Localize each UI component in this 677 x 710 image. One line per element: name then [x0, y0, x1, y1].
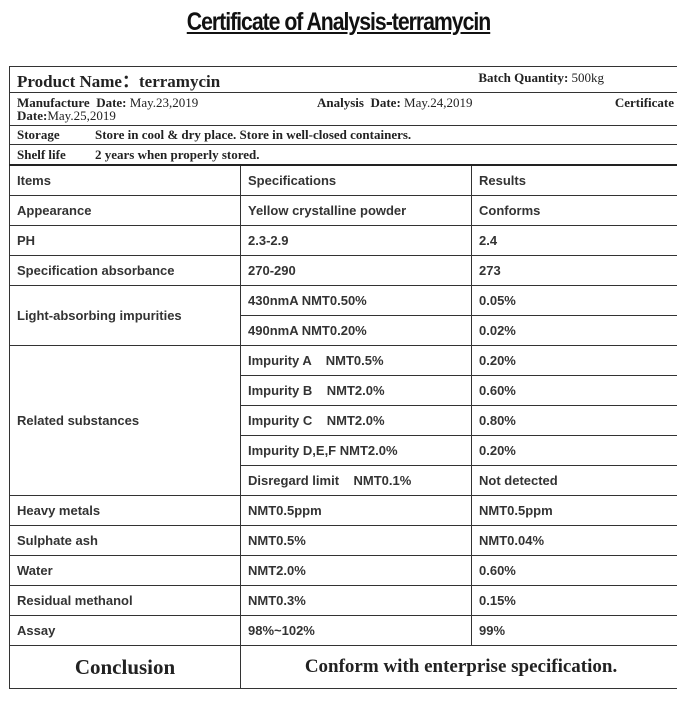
table-row: Appearance Yellow crystalline powder Con…	[9, 195, 677, 226]
result-cell: NMT0.5ppm	[470, 495, 677, 526]
dates-row: Manufacture Date: May.23,2019 Analysis D…	[8, 92, 677, 126]
shelflife-row: Shelf life 2 years when properly stored.	[8, 144, 677, 166]
item-cell: Specification absorbance	[9, 255, 241, 286]
table-row: Water NMT2.0% 0.60%	[9, 555, 677, 586]
table-row: Light-absorbing impurities 430nmA NMT0.5…	[9, 285, 677, 346]
column-header-results: Results	[470, 164, 677, 196]
result-cell: 0.05%	[470, 285, 677, 316]
analysis-label: Analysis Date:	[317, 95, 401, 110]
result-cell: Conforms	[470, 195, 677, 226]
result-cell: 0.20%	[470, 345, 677, 376]
item-cell: Water	[9, 555, 241, 586]
manufacture-value: May.23,2019	[129, 95, 199, 110]
table-row: Sulphate ash NMT0.5% NMT0.04%	[9, 525, 677, 556]
spec-cell: NMT0.3%	[240, 585, 472, 616]
item-cell: Related substances	[9, 345, 241, 496]
product-label: Product Name：	[17, 72, 139, 91]
item-cell: Residual methanol	[9, 585, 241, 616]
column-header-row: Items Specifications Results	[9, 164, 677, 196]
conclusion-value: Conform with enterprise specification.	[239, 645, 677, 689]
certificate-label: Certificate	[614, 95, 675, 110]
result-cell: 0.15%	[470, 585, 677, 616]
spec-cell: NMT0.5%	[240, 525, 472, 556]
result-cell: 99%	[470, 615, 677, 646]
table-row: Impurity C NMT2.0% 0.80%	[10, 405, 677, 436]
spec-cell: 270-290	[240, 255, 472, 286]
product-value: terramycin	[138, 72, 221, 91]
storage-value: Store in cool & dry place. Store in well…	[95, 127, 412, 142]
column-header-specifications: Specifications	[240, 164, 472, 196]
table-row: PH 2.3-2.9 2.4	[9, 225, 677, 256]
spec-cell: NMT2.0%	[240, 555, 472, 586]
spec-cell: 430nmA NMT0.50%	[240, 285, 472, 316]
product-row: Product Name：terramycin Batch Quantity: …	[8, 66, 677, 93]
result-cell: NMT0.04%	[470, 525, 677, 556]
item-cell: Appearance	[9, 195, 241, 226]
table-row: Heavy metals NMT0.5ppm NMT0.5ppm	[9, 495, 677, 526]
result-cell: 0.60%	[470, 555, 677, 586]
spec-cell: NMT0.5ppm	[240, 495, 472, 526]
storage-label: Storage	[17, 127, 60, 142]
table-row: Assay 98%~102% 99%	[9, 615, 677, 646]
result-cell: 2.4	[470, 225, 677, 256]
manufacture-label: Manufacture Date:	[17, 95, 127, 110]
table-row: Disregard limit NMT0.1% Not detected	[10, 465, 677, 496]
shelflife-value: 2 years when properly stored.	[95, 146, 260, 162]
table-row: Impurity D,E,F NMT2.0% 0.20%	[10, 435, 677, 466]
document-title: Certificate of Analysis-terramycin	[186, 8, 491, 36]
spec-cell: 98%~102%	[240, 615, 472, 646]
spec-cell: Impurity B NMT2.0%	[240, 375, 472, 406]
spec-cell: 490nmA NMT0.20%	[240, 315, 472, 346]
spec-cell: Impurity C NMT2.0%	[240, 405, 472, 436]
table-row: Residual methanol NMT0.3% 0.15%	[9, 585, 677, 616]
spec-cell: Impurity D,E,F NMT2.0%	[240, 435, 472, 466]
conclusion-label: Conclusion	[9, 645, 241, 689]
table-row: Impurity B NMT2.0% 0.60%	[10, 375, 677, 406]
spec-cell: 2.3-2.9	[240, 225, 472, 256]
shelflife-label: Shelf life	[17, 146, 66, 162]
analysis-value: May.24,2019	[404, 95, 473, 110]
spec-cell: Yellow crystalline powder	[240, 195, 472, 226]
batch-value: 500kg	[571, 70, 605, 85]
item-cell: Light-absorbing impurities	[9, 285, 241, 346]
certificate-value: May.25,2019	[47, 108, 116, 123]
conclusion-row: Conclusion Conform with enterprise speci…	[9, 645, 677, 689]
result-cell: 0.80%	[470, 405, 677, 436]
spec-cell: Disregard limit NMT0.1%	[240, 465, 472, 496]
item-cell: PH	[9, 225, 241, 256]
storage-row: Storage Store in cool & dry place. Store …	[8, 125, 677, 145]
batch-label: Batch Quantity:	[478, 70, 569, 85]
spec-cell: Impurity A NMT0.5%	[240, 345, 472, 376]
item-cell: Sulphate ash	[9, 525, 241, 556]
table-row: Specification absorbance 270-290 273	[9, 255, 677, 286]
result-cell: 0.20%	[470, 435, 677, 466]
item-cell: Heavy metals	[9, 495, 241, 526]
table-row: 490nmA NMT0.20% 0.02%	[10, 315, 677, 346]
result-cell: 0.60%	[470, 375, 677, 406]
result-cell: 273	[470, 255, 677, 286]
coa-table: Product Name：terramycin Batch Quantity: …	[8, 66, 677, 689]
certificate-label-2: Date:	[17, 108, 48, 123]
item-cell: Assay	[9, 615, 241, 646]
table-row: Related substances Impurity A NMT0.5% 0.…	[9, 345, 677, 496]
result-cell: Not detected	[470, 465, 677, 496]
column-header-items: Items	[9, 164, 241, 196]
result-cell: 0.02%	[470, 315, 677, 346]
